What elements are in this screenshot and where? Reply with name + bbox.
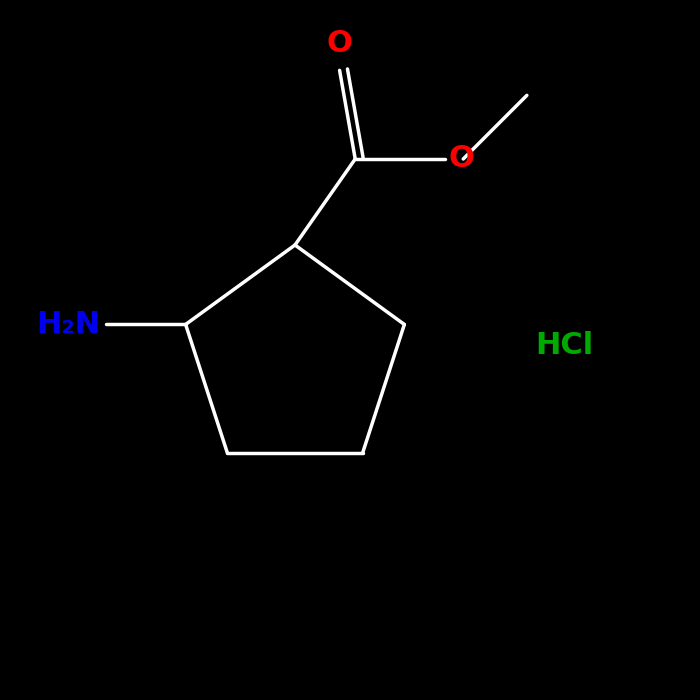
Text: H₂N: H₂N (36, 310, 101, 339)
Text: O: O (327, 29, 353, 58)
Text: HCl: HCl (535, 330, 594, 360)
Text: O: O (448, 144, 474, 174)
